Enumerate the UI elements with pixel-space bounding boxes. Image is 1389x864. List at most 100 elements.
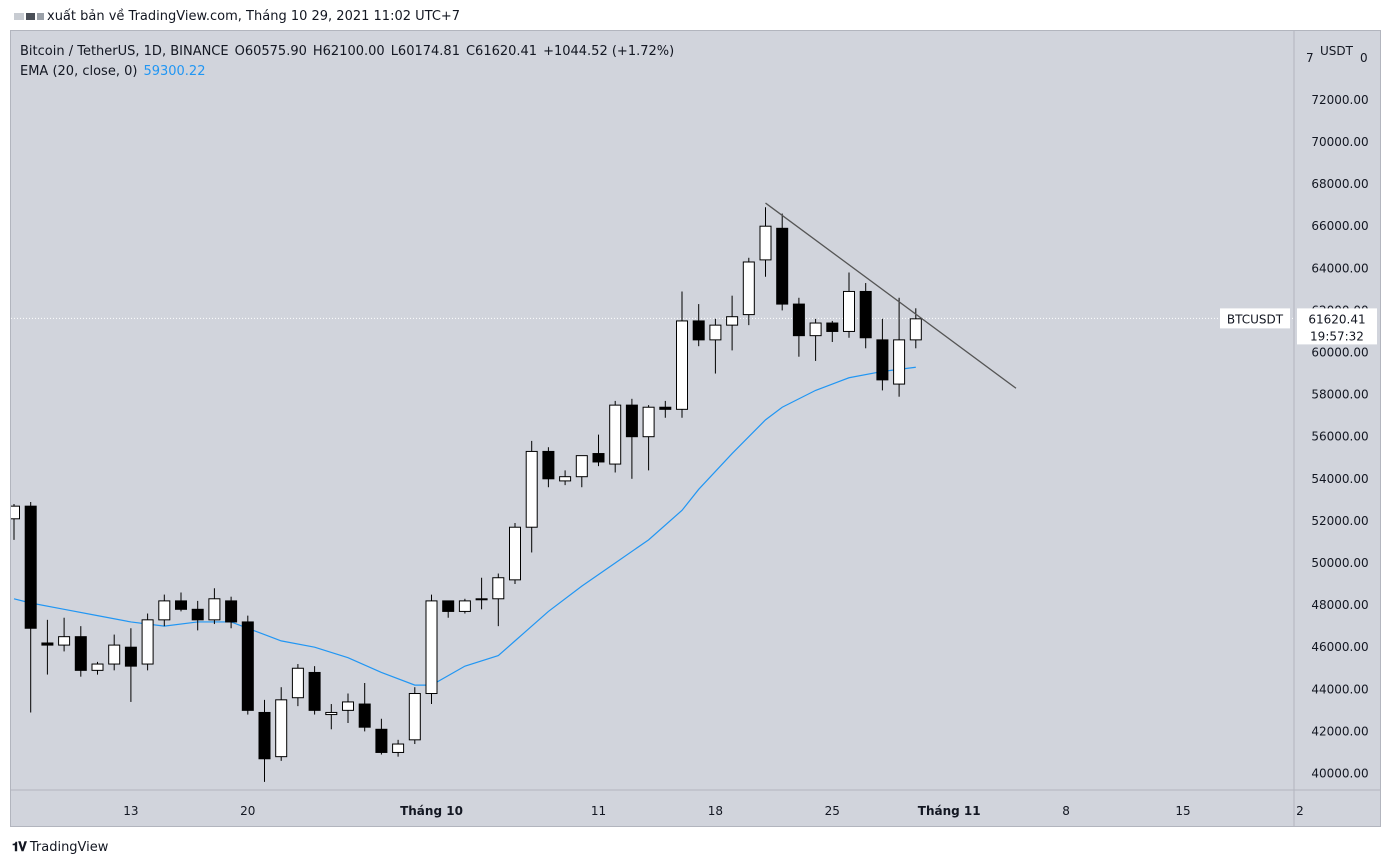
candle[interactable] [392, 739, 405, 757]
price-tag-countdown: 19:57:32 [1310, 329, 1364, 343]
x-tick-label: 2 [1296, 804, 1304, 818]
candle-body [191, 608, 204, 621]
candle-body [776, 227, 789, 305]
y-tick-label: 48000.00 [1311, 598, 1368, 612]
candle[interactable] [342, 693, 354, 723]
candle[interactable] [275, 687, 288, 761]
candle[interactable] [158, 594, 171, 627]
candle-body [792, 303, 805, 337]
candle[interactable] [792, 297, 805, 357]
candle[interactable] [375, 718, 388, 755]
candle[interactable] [542, 447, 555, 488]
candle[interactable] [709, 318, 722, 374]
candle-body [375, 728, 388, 753]
candle[interactable] [258, 699, 271, 782]
candle-body [742, 261, 755, 316]
candle[interactable] [325, 704, 338, 730]
candle[interactable] [408, 687, 421, 745]
candle[interactable] [425, 594, 438, 705]
candle[interactable] [41, 619, 54, 675]
candle[interactable] [9, 504, 20, 540]
candle[interactable] [859, 283, 872, 349]
candle[interactable] [592, 434, 605, 467]
candle[interactable] [24, 501, 37, 713]
candle-body [876, 339, 889, 381]
candle-body [41, 642, 54, 646]
candle[interactable] [74, 626, 87, 677]
y-tick-label: 54000.00 [1311, 472, 1368, 486]
candle[interactable] [108, 634, 121, 671]
y-tick-label: 58000.00 [1311, 388, 1368, 402]
candle-body [692, 320, 705, 341]
author-avatar-blur [14, 12, 24, 20]
candle[interactable] [124, 628, 137, 702]
candle[interactable] [625, 398, 638, 479]
trendline[interactable] [765, 202, 1017, 389]
candle[interactable] [191, 600, 204, 631]
candle[interactable] [175, 592, 187, 612]
chart-frame[interactable] [10, 30, 1381, 827]
candle-body [709, 324, 722, 341]
footer-brand-text: TradingView [29, 840, 109, 855]
candle-body [225, 600, 238, 623]
candle-body [442, 600, 455, 612]
candle[interactable] [475, 577, 488, 610]
candle-body [91, 663, 104, 671]
candle[interactable] [809, 318, 822, 361]
y-tick-label: 46000.00 [1311, 640, 1368, 654]
candle[interactable] [241, 615, 254, 715]
y-axis-top-label-right: 0 [1360, 51, 1368, 65]
candle[interactable] [575, 455, 588, 488]
price-tag-price: 61620.41 [1308, 312, 1365, 326]
candle[interactable] [225, 596, 238, 629]
candle[interactable] [208, 588, 221, 625]
candle[interactable] [492, 573, 505, 627]
candle[interactable] [141, 613, 154, 671]
candle[interactable] [676, 291, 688, 418]
candle[interactable] [893, 297, 906, 397]
candle-body [492, 577, 505, 600]
publish-text: xuất bản về TradingView.com, Tháng 10 29… [47, 8, 461, 24]
candle[interactable] [776, 213, 789, 311]
candle[interactable] [642, 405, 655, 471]
candle[interactable] [726, 295, 739, 351]
candle-body [542, 450, 555, 480]
candle-body [458, 600, 471, 612]
candle[interactable] [291, 664, 304, 707]
ema-value: 59300.22 [143, 64, 206, 79]
candle[interactable] [509, 523, 521, 585]
x-tick-label: Tháng 11 [918, 804, 981, 818]
candle[interactable] [559, 470, 572, 486]
candle-body [809, 322, 822, 337]
candle[interactable] [525, 440, 538, 553]
candle-body [625, 404, 638, 438]
candle[interactable] [458, 598, 471, 614]
legend-change: +1044.52 (+1.72%) [543, 44, 675, 59]
candle[interactable] [843, 272, 855, 338]
candle-body [342, 701, 354, 711]
legend-close: C61620.41 [465, 44, 538, 59]
legend-low: L60174.81 [390, 44, 460, 59]
candle[interactable] [609, 400, 622, 473]
candle[interactable] [876, 318, 889, 391]
candle[interactable] [659, 400, 672, 418]
candle-body [141, 619, 154, 665]
candle[interactable] [826, 320, 839, 342]
candle-body [575, 455, 588, 478]
y-tick-label: 44000.00 [1311, 682, 1368, 696]
candle[interactable] [742, 257, 755, 326]
candle[interactable] [91, 661, 104, 675]
candle[interactable] [358, 682, 371, 732]
y-tick-label: 64000.00 [1311, 261, 1368, 275]
candle[interactable] [442, 600, 455, 618]
candle[interactable] [58, 617, 71, 652]
candle-body [74, 636, 87, 671]
y-tick-label: 72000.00 [1311, 93, 1368, 107]
candle[interactable] [759, 207, 772, 277]
candle-body [559, 476, 572, 482]
price-tag-symbol: BTCUSDT [1227, 312, 1284, 326]
candle[interactable] [692, 304, 705, 347]
candle-body [843, 290, 855, 332]
candle[interactable] [308, 666, 321, 715]
